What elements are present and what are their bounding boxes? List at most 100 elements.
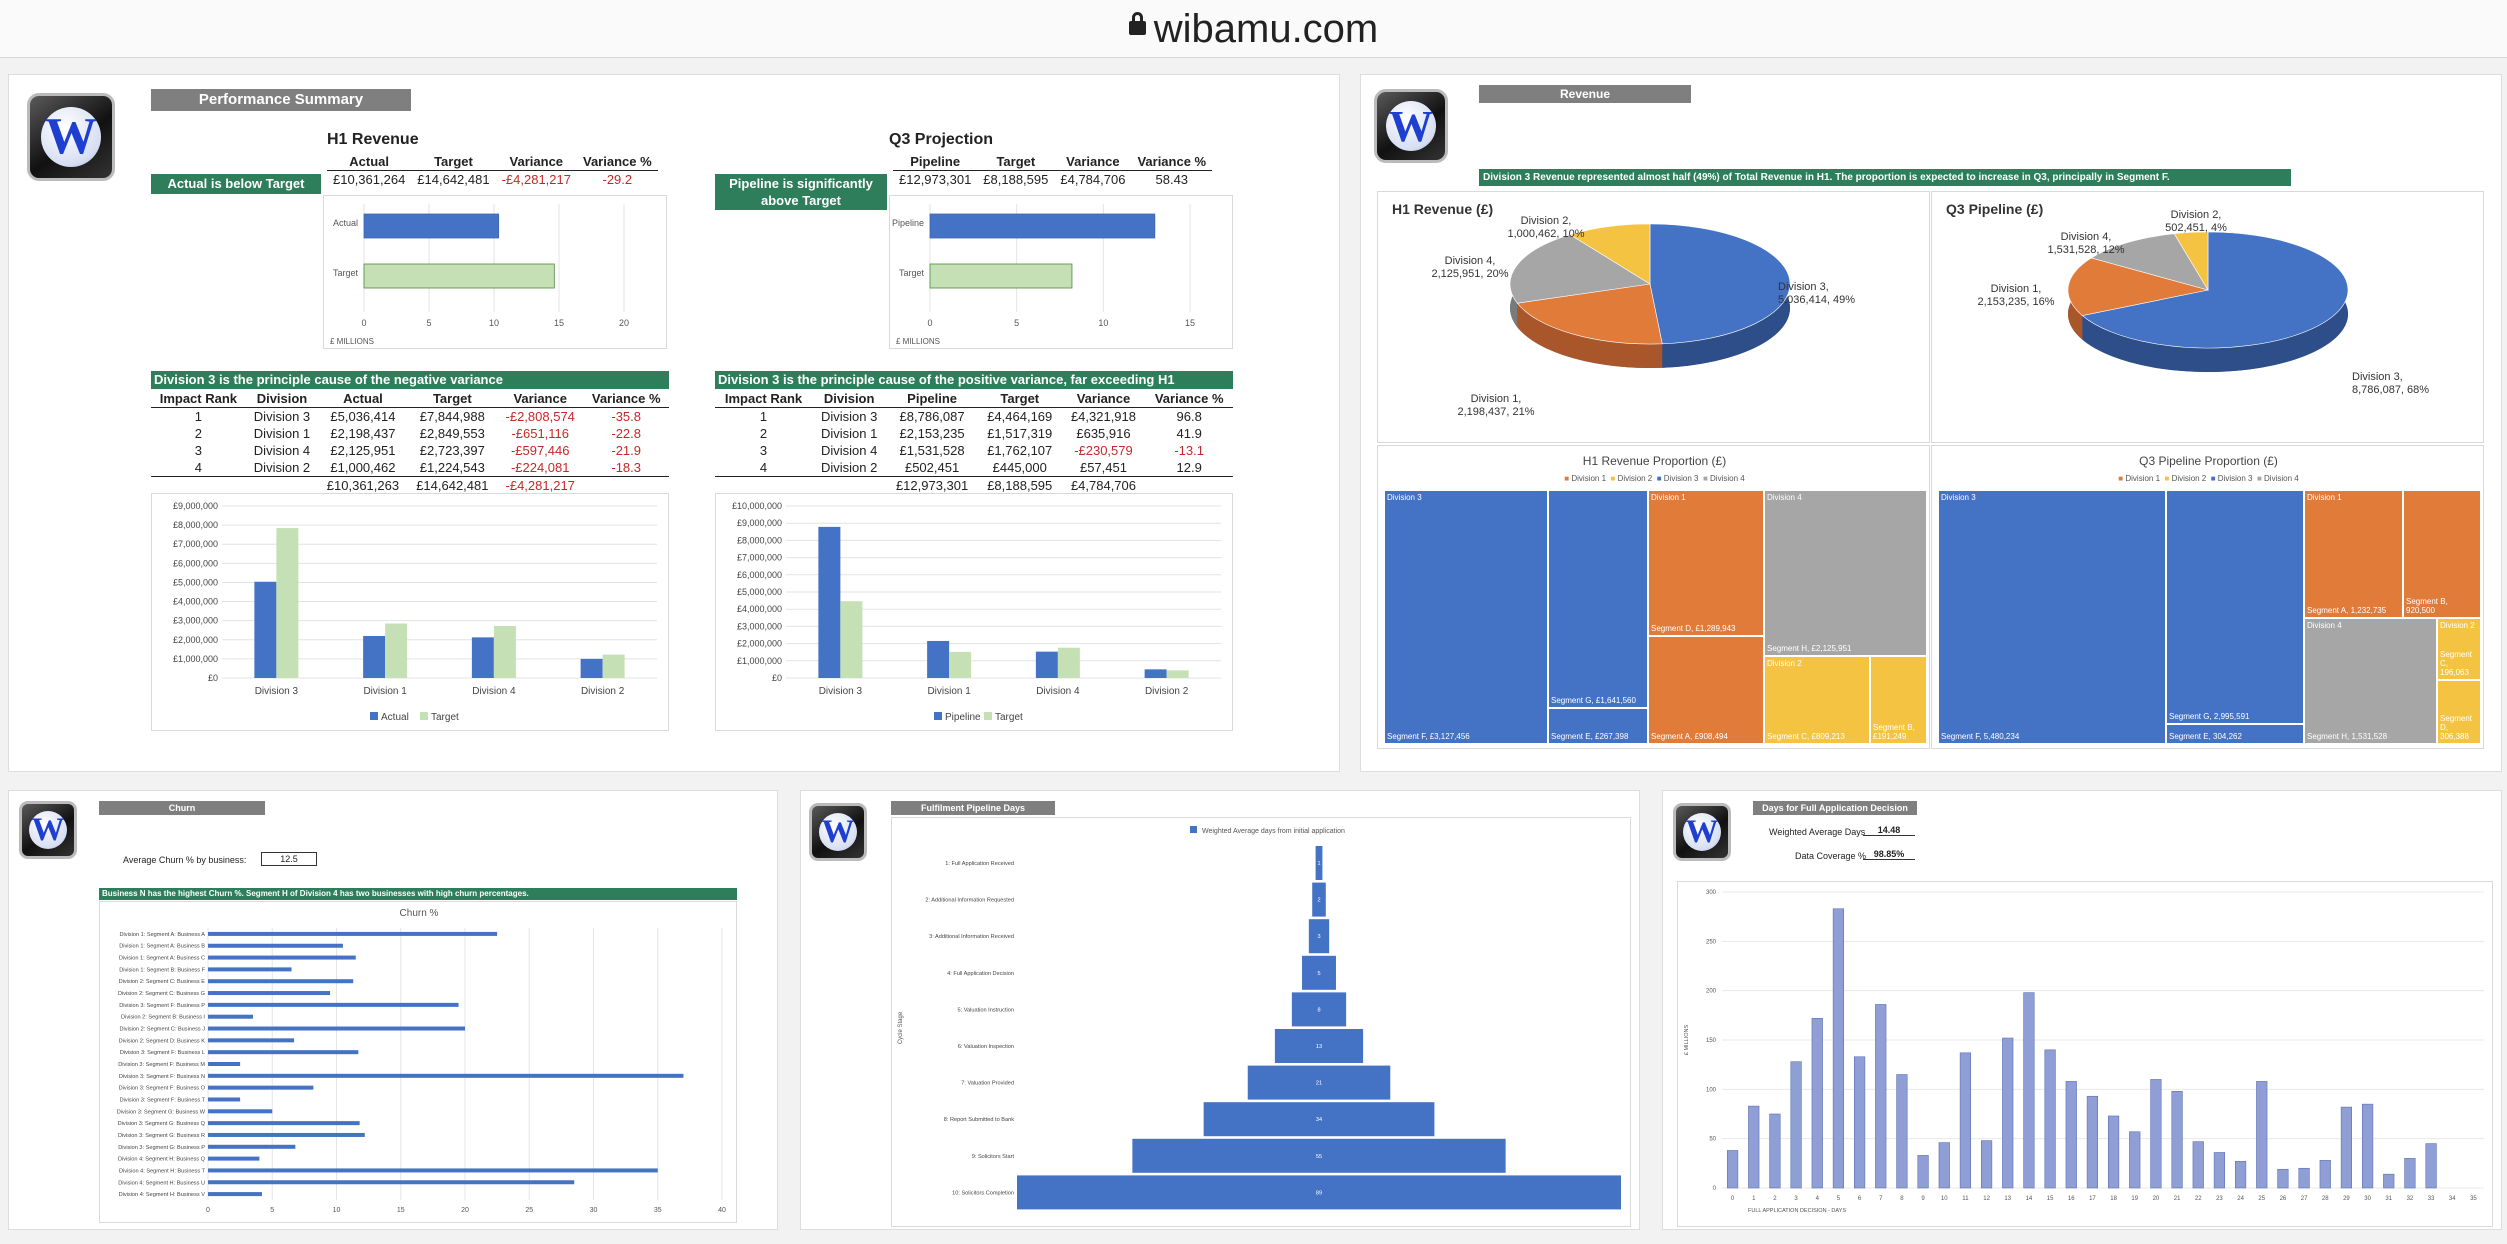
category-label: Pipeline bbox=[892, 218, 924, 228]
pie-slice bbox=[2173, 231, 2209, 292]
tm-segment-e[interactable]: Segment E, £267,398 bbox=[1548, 708, 1648, 744]
tm-segment-c: Segment C, 196,063 bbox=[2440, 650, 2473, 677]
bar bbox=[208, 1192, 262, 1197]
table-cell: Division 4 bbox=[820, 443, 878, 458]
tm-segment-g[interactable]: Segment G, £1,641,560 bbox=[1548, 490, 1648, 708]
tick-label: 100 bbox=[1706, 1087, 1717, 1093]
tick-label: 23 bbox=[2216, 1196, 2223, 1202]
table-cell: 4 bbox=[759, 460, 768, 475]
q3-treemap-card: Q3 Pipeline Proportion (£) ■ Division 1 … bbox=[1931, 445, 2484, 749]
bar bbox=[208, 1050, 359, 1055]
tm-division-3[interactable]: Division 3 Segment F, 5,480,234 bbox=[1938, 490, 2166, 744]
bar bbox=[208, 1180, 575, 1185]
tick-label: 10 bbox=[489, 318, 499, 328]
tick-label: 30 bbox=[2364, 1196, 2371, 1202]
col-header: Impact Rank bbox=[715, 390, 813, 408]
tm-division-4[interactable]: Division 4 Segment H, 1,531,528 bbox=[2304, 618, 2437, 744]
tm-segment-e[interactable]: Segment E, 304,262 bbox=[2166, 724, 2304, 744]
col-header: Pipeline bbox=[886, 390, 978, 408]
tm-segment-g[interactable]: Segment G, 2,995,591 bbox=[2166, 490, 2304, 724]
panel-title: Revenue bbox=[1479, 85, 1691, 103]
table-cell: 3 bbox=[759, 443, 768, 458]
tm-division-2[interactable]: Division 2 Segment C, £809,213 bbox=[1764, 656, 1870, 744]
table-row: 1 Division 3 £5,036,414 £7,844,988 -£2,808,5… bbox=[151, 408, 669, 426]
tm-division-2[interactable]: Division 2 Segment C, 196,063 bbox=[2437, 618, 2481, 680]
tick-label: 8 bbox=[1900, 1196, 1904, 1202]
category-label: Division 2: Segment B: Business I bbox=[121, 1015, 205, 1021]
bar bbox=[2361, 1103, 2374, 1189]
bar bbox=[1832, 908, 1845, 1189]
col-header: Variance bbox=[497, 390, 584, 408]
h1-target: £14,642,481 bbox=[417, 172, 490, 187]
tick-label: £7,000,000 bbox=[173, 539, 218, 549]
table-cell: 96.8 bbox=[1176, 409, 1202, 424]
h1-summary-chart: 0 5 10 15 20 Actual Target £ MILLIONS bbox=[330, 204, 629, 346]
tm-segment-b[interactable]: Segment B, £191,249 bbox=[1870, 656, 1927, 744]
col-header: Target bbox=[407, 390, 498, 408]
category-label: Division 1: Segment A: Business B bbox=[119, 944, 205, 950]
tm-label: Segment E, £267,398 bbox=[1551, 732, 1629, 741]
tm-division-1[interactable]: Division 1 Segment A, 1,232,735 bbox=[2304, 490, 2403, 618]
logo-letter: W bbox=[28, 810, 68, 850]
h1-actual: £10,361,264 bbox=[333, 172, 406, 187]
category-label: Division 1: Segment B: Business F bbox=[119, 967, 205, 973]
tm-division-3[interactable]: Division 3 Segment F, £3,127,456 bbox=[1384, 490, 1548, 744]
bar bbox=[208, 931, 498, 936]
tm-segment-f: Segment F, 5,480,234 bbox=[1941, 732, 2020, 741]
table-cell: £4,464,169 bbox=[987, 409, 1053, 424]
bar bbox=[2171, 1091, 2183, 1189]
tick-label: £8,000,000 bbox=[737, 535, 782, 545]
tick-label: 0 bbox=[361, 318, 366, 328]
tm-label: Segment B, £191,249 bbox=[1873, 723, 1915, 741]
table-cell: 4 bbox=[194, 460, 202, 475]
tick-label: 1 bbox=[1752, 1196, 1756, 1202]
tm-label: Segment E, 304,262 bbox=[2169, 732, 2242, 741]
chart-title: Churn % bbox=[400, 908, 439, 919]
tick-label: £8,000,000 bbox=[173, 520, 218, 530]
tick-label: £6,000,000 bbox=[173, 558, 218, 568]
bar bbox=[1980, 1140, 1993, 1189]
browser-address-bar[interactable]: wibamu.com bbox=[0, 0, 2507, 58]
tm-segment-d[interactable]: Segment D, 306,388 bbox=[2437, 680, 2481, 744]
tm-segment-a[interactable]: Segment A, £908,494 bbox=[1648, 636, 1764, 744]
tick-label: 33 bbox=[2428, 1196, 2435, 1202]
bar bbox=[1769, 1113, 1781, 1189]
category-label: 6: Valuation Inspection bbox=[958, 1044, 1014, 1050]
coverage-label: Data Coverage % bbox=[1795, 851, 1867, 861]
category-label: Division 4: Segment H: Business U bbox=[118, 1180, 205, 1186]
category-label: Division 3: Segment F: Business O bbox=[119, 1086, 206, 1092]
bar bbox=[929, 263, 1073, 289]
slice-label: Division 1, 2,198,437, 21% bbox=[1457, 393, 1534, 418]
tm-segment-b[interactable]: Segment B, 920,500 bbox=[2403, 490, 2481, 618]
avg-churn-value[interactable]: 12.5 bbox=[261, 852, 317, 866]
tm-division-1[interactable]: Division 1 Segment D, £1,289,943 bbox=[1648, 490, 1764, 636]
q3-pie-chart: Q3 Pipeline (£) Division 1, 2,153,235, 16%… bbox=[1946, 201, 2429, 396]
tick-label: £10,000,000 bbox=[732, 501, 782, 511]
churn-chart-card: Churn % 0 5 10 15 20 25 30 35 40 Division 1: Segme… bbox=[99, 901, 737, 1223]
category-label: Division 2 bbox=[581, 686, 625, 697]
churn-panel: W Churn Average Churn % by business: 12.… bbox=[8, 790, 778, 1230]
bar bbox=[363, 213, 500, 239]
tick-label: £6,000,000 bbox=[737, 570, 782, 580]
h1-variance: -£4,281,217 bbox=[501, 172, 571, 187]
funnel-bar bbox=[1132, 1138, 1506, 1173]
tick-label: 11 bbox=[1962, 1196, 1969, 1202]
bar bbox=[2383, 1173, 2395, 1189]
h1-note: Actual is below Target bbox=[151, 174, 321, 194]
wad-label: Weighted Average Days bbox=[1769, 827, 1866, 837]
table-cell bbox=[1145, 476, 1233, 494]
bar bbox=[1057, 647, 1080, 678]
table-cell: Division 3 bbox=[820, 409, 878, 424]
url-display[interactable]: wibamu.com bbox=[1128, 4, 1378, 54]
funnel-bar bbox=[1274, 1029, 1364, 1063]
category-label: 9: Solicitors Start bbox=[972, 1154, 1015, 1160]
bar bbox=[208, 1132, 365, 1137]
tm-division-4[interactable]: Division 4 Segment H, £2,125,951 bbox=[1764, 490, 1927, 656]
category-label: Division 3: Segment F: Business L bbox=[120, 1050, 205, 1056]
table-cell: £5,036,414 bbox=[330, 409, 396, 424]
pie-slice bbox=[1569, 223, 1651, 285]
tick-label: 0 bbox=[1731, 1196, 1735, 1202]
category-label: 5: Valuation Instruction bbox=[958, 1007, 1015, 1013]
category-label: Division 4 bbox=[472, 686, 516, 697]
